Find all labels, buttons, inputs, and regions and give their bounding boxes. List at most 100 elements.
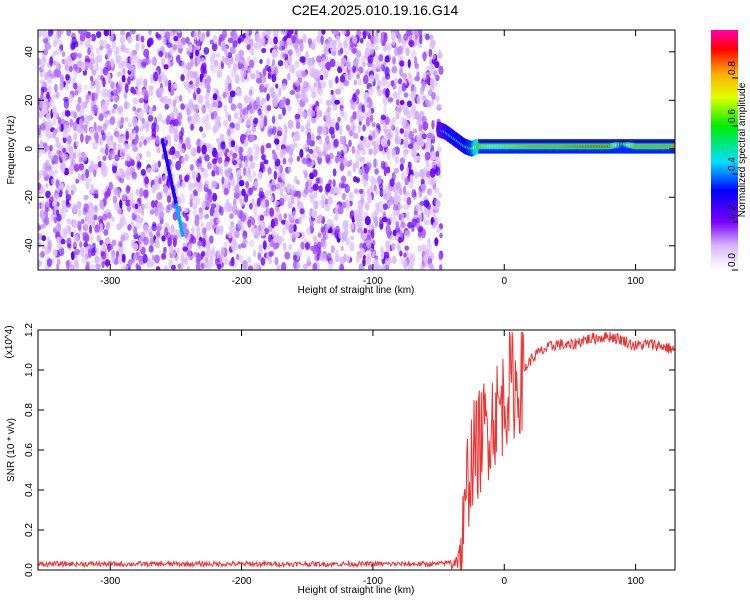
noise-cell <box>238 116 243 124</box>
noise-cell <box>412 128 418 134</box>
noise-cell <box>310 133 315 141</box>
noise-cell <box>261 258 265 267</box>
noise-cell <box>249 134 255 142</box>
noise-cell <box>212 93 218 101</box>
noise-cell <box>234 112 239 120</box>
noise-cell <box>326 61 331 71</box>
noise-cell <box>337 41 343 50</box>
noise-cell <box>391 65 398 74</box>
noise-cell <box>83 241 89 248</box>
noise-cell <box>429 58 433 65</box>
noise-cell <box>273 36 278 45</box>
noise-cell <box>392 56 396 65</box>
noise-cell <box>53 216 58 224</box>
noise-cell <box>66 30 72 37</box>
noise-cell <box>312 183 319 191</box>
noise-cell <box>90 80 96 86</box>
noise-cell <box>122 217 127 227</box>
noise-cell <box>142 253 148 264</box>
noise-cell <box>355 152 361 161</box>
noise-cell <box>302 263 309 270</box>
noise-cell <box>337 116 341 122</box>
noise-cell <box>391 255 397 264</box>
noise-cell <box>101 101 106 109</box>
noise-cell <box>239 179 245 187</box>
noise-cell <box>283 41 288 49</box>
noise-cell <box>184 153 189 162</box>
noise-cell <box>115 85 121 95</box>
noise-cell <box>77 83 82 93</box>
noise-cell <box>283 132 287 142</box>
noise-cell <box>47 240 53 250</box>
noise-cell <box>352 65 356 74</box>
noise-cell <box>141 61 147 69</box>
noise-cell <box>104 259 111 267</box>
noise-cell <box>366 96 372 103</box>
noise-cell <box>247 256 252 264</box>
noise-cell <box>330 245 335 253</box>
noise-cell <box>409 174 414 184</box>
noise-cell <box>173 35 179 42</box>
noise-cell <box>154 238 160 248</box>
noise-cell <box>335 76 339 84</box>
noise-cell <box>256 197 261 207</box>
noise-cell <box>57 123 62 132</box>
noise-cell <box>156 222 163 232</box>
noise-cell <box>215 89 219 96</box>
x-tick-label: -100 <box>363 576 383 587</box>
noise-cell <box>103 229 109 236</box>
noise-cell <box>110 81 115 90</box>
noise-cell <box>348 192 354 199</box>
noise-cell <box>89 57 95 65</box>
noise-cell <box>358 215 364 223</box>
noise-cell <box>311 159 316 166</box>
noise-cell <box>419 168 425 179</box>
noise-cell <box>267 129 272 138</box>
noise-cell <box>221 176 225 185</box>
x-tick-label: 0 <box>501 276 507 287</box>
noise-cell <box>172 30 176 35</box>
noise-cell <box>434 187 440 195</box>
noise-cell <box>201 221 205 230</box>
noise-cell <box>410 105 417 114</box>
noise-cell <box>55 136 60 143</box>
noise-cell <box>38 112 43 118</box>
noise-cell <box>399 128 404 134</box>
noise-cell <box>430 133 435 140</box>
noise-cell <box>309 109 316 117</box>
noise-cell <box>82 231 87 237</box>
noise-cell <box>229 90 236 98</box>
noise-cell <box>314 145 320 153</box>
noise-cell <box>295 121 301 130</box>
noise-cell <box>180 262 185 268</box>
noise-cell <box>341 201 347 209</box>
x-tick-label: -300 <box>100 576 120 587</box>
x-tick-label: 0 <box>501 576 507 587</box>
noise-cell <box>308 62 314 70</box>
noise-cell <box>177 263 182 269</box>
y-tick-label: 0.8 <box>24 403 35 417</box>
noise-cell <box>140 207 145 216</box>
noise-cell <box>64 84 69 91</box>
noise-cell <box>362 30 367 37</box>
noise-cell <box>355 219 361 228</box>
noise-cell <box>40 81 45 88</box>
noise-cell <box>38 146 43 154</box>
noise-cell <box>213 163 218 172</box>
noise-cell <box>258 244 263 251</box>
noise-cell <box>351 145 355 154</box>
noise-cell <box>149 231 154 238</box>
noise-cell <box>233 261 238 269</box>
noise-cell <box>273 65 278 71</box>
noise-cell <box>338 231 343 240</box>
noise-cell <box>133 55 140 64</box>
noise-cell <box>351 47 358 55</box>
y-tick-label: 0.6 <box>24 443 35 457</box>
noise-cell <box>197 240 203 247</box>
noise-cell <box>125 143 130 149</box>
noise-cell <box>257 108 262 116</box>
noise-cell <box>229 213 234 220</box>
noise-cell <box>215 226 220 236</box>
noise-cell <box>212 192 218 202</box>
noise-cell <box>402 150 408 159</box>
